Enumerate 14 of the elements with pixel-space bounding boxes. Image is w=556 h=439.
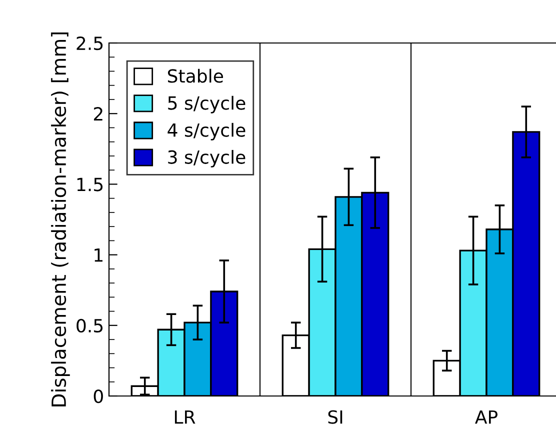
x-tick-label: AP (475, 410, 498, 424)
y-axis-title: Displacement (radiation-marker) [mm] (51, 32, 70, 406)
x-tick-label: LR (174, 410, 196, 424)
y-tick-label: 2.5 (76, 36, 103, 50)
legend-label: 5 s/cycle (168, 96, 246, 114)
x-tick-label: SI (328, 410, 342, 424)
legend-label: 3 s/cycle (168, 150, 246, 168)
y-tick-label: 1 (94, 248, 102, 262)
legend-label: Stable (168, 68, 224, 83)
y-tick-label: 0 (94, 389, 103, 404)
y-tick-label: 1.5 (77, 178, 103, 192)
y-tick-label: 0.5 (76, 318, 103, 333)
y-tick-label: 2 (94, 107, 102, 120)
legend-label: 4 s/cycle (168, 122, 246, 140)
